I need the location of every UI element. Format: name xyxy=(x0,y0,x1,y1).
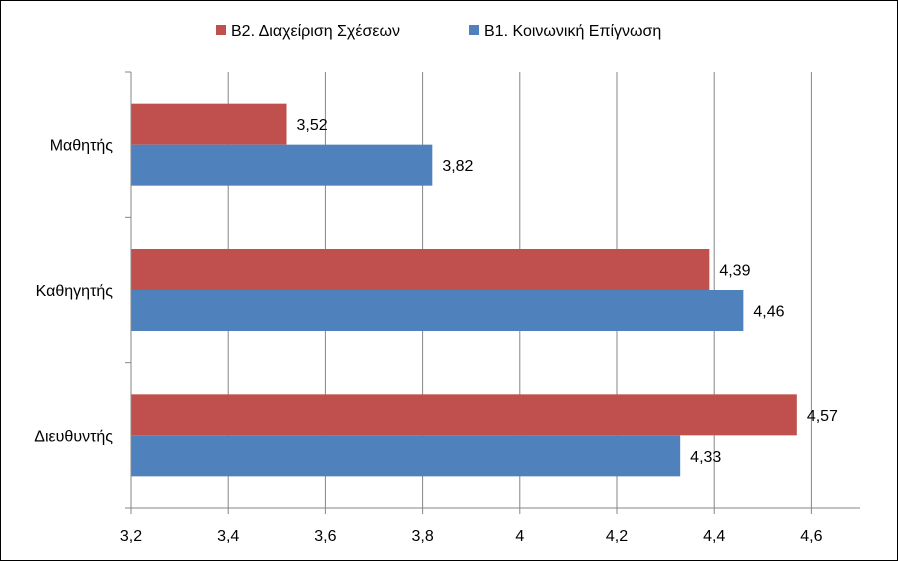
bar xyxy=(131,249,710,290)
x-tick-label: 3,6 xyxy=(314,528,336,545)
bar xyxy=(131,290,744,331)
data-label: 3,52 xyxy=(297,117,328,134)
data-label: 3,82 xyxy=(442,158,473,175)
category-label: Διευθυντής xyxy=(34,428,113,445)
bars xyxy=(131,103,797,477)
x-tick-label: 3,4 xyxy=(217,528,239,545)
category-label: Καθηγητής xyxy=(36,283,114,300)
legend-label: Β1. Κοινωνική Επίγνωση xyxy=(484,23,661,40)
category-label: Μαθητής xyxy=(50,138,114,155)
data-label: 4,57 xyxy=(807,408,838,425)
x-tick-label: 3,2 xyxy=(120,528,142,545)
legend-swatch xyxy=(216,25,226,35)
legend-label: Β2. Διαχείριση Σχέσεων xyxy=(231,23,400,40)
legend-swatch xyxy=(469,25,479,35)
x-tick-label: 4,4 xyxy=(703,528,725,545)
bar xyxy=(131,144,433,186)
x-tick-label: 4,2 xyxy=(606,528,628,545)
x-tick-label: 4,6 xyxy=(800,528,822,545)
data-label: 4,33 xyxy=(690,449,721,466)
data-labels: 3,52 3,82 4,39 4,46 4,57 4,33 xyxy=(297,117,839,466)
data-label: 4,46 xyxy=(753,304,784,321)
legend: Β2. Διαχείριση Σχέσεων Β1. Κοινωνική Επίγ… xyxy=(216,23,661,40)
axes: Μαθητής Καθηγητής Διευθυντής 3,2 3,4 3,6 3,8 4 4… xyxy=(34,71,860,545)
bar xyxy=(131,435,681,477)
bar xyxy=(131,394,797,436)
bar xyxy=(131,103,287,145)
data-label: 4,39 xyxy=(719,263,750,280)
x-tick-label: 3,8 xyxy=(411,528,433,545)
x-tick-label: 4 xyxy=(515,528,524,545)
